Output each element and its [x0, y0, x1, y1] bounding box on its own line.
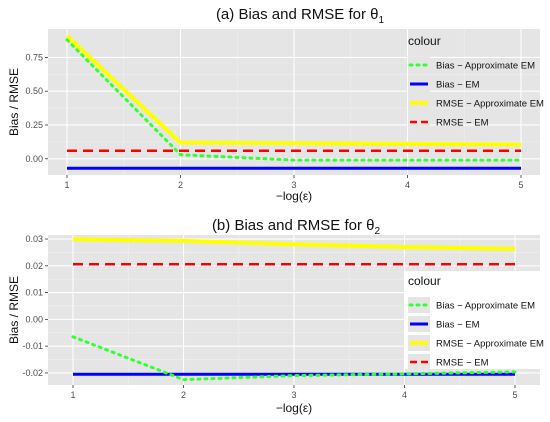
panel-a-legend: colour Bias − Approximate EM Bias − EM RMSE… — [408, 34, 544, 130]
panel-a-series — [65, 34, 523, 170]
panel-b-legend-title: colour — [408, 274, 441, 288]
panel-a-series-rmse-approximate-em — [65, 34, 522, 147]
panel-a-x-axis-title: −log(ε) — [276, 189, 312, 203]
panel-b-y-tick-label: -0.02 — [22, 368, 43, 378]
panel-b-x-ticks: 1 2 3 4 5 — [70, 385, 518, 400]
panel-b-x-tick-label: 4 — [402, 390, 407, 400]
panel-b-y-tick-label: 0.02 — [25, 261, 43, 271]
panel-b-y-ticks: -0.02 -0.01 0.00 0.01 0.02 0.03 — [22, 234, 48, 378]
panel-a-x-tick-label: 1 — [64, 180, 69, 190]
panel-a-legend-label: RMSE − EM — [436, 118, 489, 129]
panel-a-y-tick-label: 0.75 — [25, 52, 43, 62]
panel-a-legend-key-bg — [408, 114, 430, 130]
panel-b-title: (b) Bias and RMSE for θ2 — [212, 217, 381, 237]
panel-b-x-tick-label: 1 — [70, 390, 75, 400]
panel-b-y-tick-label: 0.01 — [25, 288, 43, 298]
panel-b-series-rmse-approximate-em — [72, 237, 516, 251]
panel-a-legend-label: RMSE − Approximate EM — [436, 99, 544, 110]
panel-b-legend-label: Bias − Approximate EM — [436, 301, 535, 312]
panel-b-legend-label: RMSE − Approximate EM — [436, 339, 544, 350]
panel-b: (b) Bias and RMSE for θ2 -0.02 -0.01 0.00 0… — [7, 217, 544, 415]
panel-b-x-tick-label: 3 — [291, 390, 296, 400]
panel-a-y-axis-title: Bias / RMSE — [7, 68, 21, 136]
panel-a-title: (a) Bias and RMSE for θ1 — [216, 6, 385, 26]
panel-b-legend-label: RMSE − EM — [436, 358, 489, 369]
panel-b-x-axis-title: −log(ε) — [276, 401, 312, 415]
panel-b-x-tick-label: 2 — [181, 390, 186, 400]
panel-b-legend-label: Bias − EM — [436, 320, 480, 331]
panel-a-legend-label: Bias − Approximate EM — [436, 61, 535, 72]
panel-b-legend: colour Bias − Approximate EM Bias − EM RMSE… — [404, 271, 544, 370]
panel-a-x-tick-label: 3 — [291, 180, 296, 190]
panel-a-x-tick-label: 2 — [178, 180, 183, 190]
panel-b-legend-key-bg — [408, 354, 430, 370]
panel-b-y-tick-label: 0.03 — [25, 234, 43, 244]
panel-a-legend-title: colour — [408, 34, 441, 48]
panel-b-series — [71, 237, 517, 382]
panel-a-y-ticks: 0.00 0.25 0.50 0.75 — [25, 52, 48, 164]
panel-a-series-bias-approximate-em — [65, 38, 523, 162]
panel-b-series-bias-approximate-em — [71, 335, 517, 382]
panel-a-y-tick-label: 0.50 — [25, 86, 43, 96]
panel-a-x-tick-label: 4 — [405, 180, 410, 190]
panel-b-y-axis-title: Bias / RMSE — [7, 276, 21, 344]
panel-a: (a) Bias and RMSE for θ1 0.00 0.25 0.50 0.7… — [7, 6, 544, 203]
panel-b-y-tick-label: -0.01 — [22, 341, 43, 351]
panel-b-y-tick-label: 0.00 — [25, 314, 43, 324]
panel-a-legend-label: Bias − EM — [436, 80, 480, 91]
panel-a-y-tick-label: 0.00 — [25, 154, 43, 164]
panel-a-x-tick-label: 5 — [518, 180, 523, 190]
panel-a-x-ticks: 1 2 3 4 5 — [64, 175, 524, 190]
panel-a-y-tick-label: 0.25 — [25, 120, 43, 130]
panel-b-x-tick-label: 5 — [512, 390, 517, 400]
